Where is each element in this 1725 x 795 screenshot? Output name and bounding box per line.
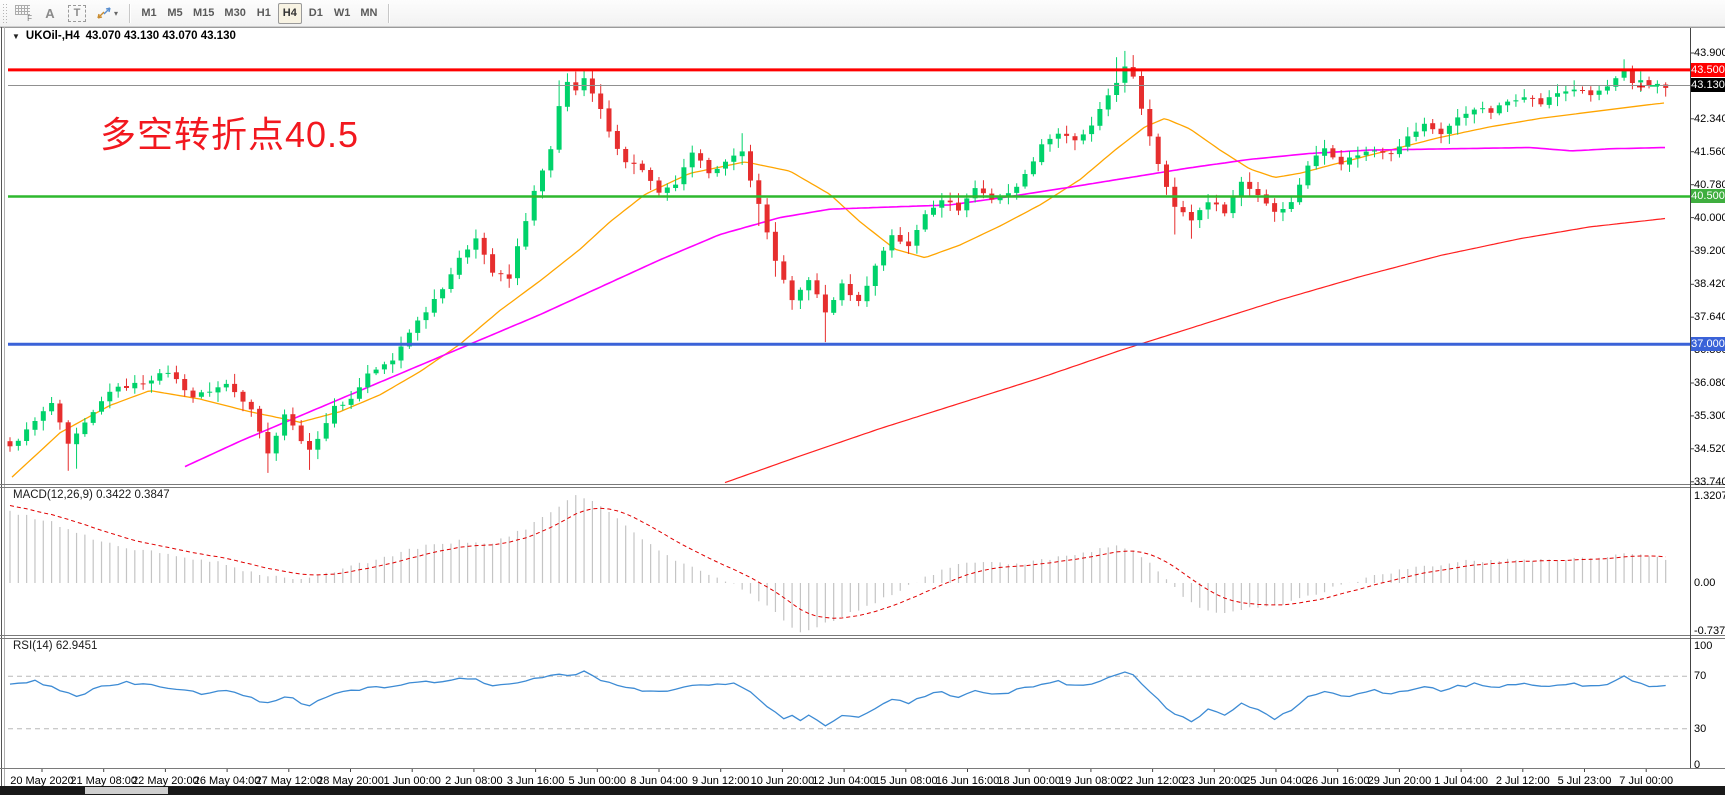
date-tick-label: 1 Jun 00:00 (383, 775, 441, 787)
toolbar-separator (129, 3, 131, 23)
arrows-tool-button[interactable]: ▾ (92, 3, 122, 24)
chart-header: ▼ UKOil-,H4 43.070 43.130 43.070 43.130 (12, 30, 236, 42)
rsi-label: RSI(14) 62.9451 (13, 640, 98, 652)
date-tick-label: 25 Jun 04:00 (1244, 775, 1308, 787)
toolbar: F A T ▾ M1 M5 M15 M30 H1 H4 D1 W1 MN (0, 0, 1725, 27)
date-tick-label: 19 Jun 08:00 (1059, 775, 1123, 787)
timeframe-button-m15[interactable]: M15 (193, 7, 215, 19)
price-marker-40.500: 40.500 (1691, 189, 1725, 203)
price-marker-43.500: 43.500 (1691, 63, 1725, 77)
date-tick-label: 5 Jul 23:00 (1557, 775, 1612, 787)
price-tick-label: 40.780 (1694, 179, 1725, 191)
ohlc-readout: 43.070 43.130 43.070 43.130 (85, 30, 236, 42)
price-tick-label: 36.080 (1694, 377, 1725, 389)
price-tick-label: 33.740 (1694, 476, 1725, 488)
price-tick-label: 34.520 (1694, 443, 1725, 455)
timeframe-button-m5[interactable]: M5 (167, 7, 183, 19)
date-tick-label: 15 Jun 08:00 (873, 775, 938, 787)
timeframe-group: M1 M5 M15 M30 H1 H4 D1 W1 MN (136, 2, 382, 24)
dropdown-caret-icon[interactable]: ▾ (114, 8, 119, 18)
price-marker-43.130: 43.130 (1691, 78, 1725, 92)
date-tick-label: 1 Jul 04:00 (1434, 775, 1489, 787)
toolbar-grip[interactable] (1, 3, 10, 23)
date-tick-label: 8 Jun 04:00 (630, 775, 688, 787)
price-tick-label: 37.640 (1694, 311, 1725, 323)
date-tick-label: 18 Jun 00:00 (997, 775, 1061, 787)
timeframe-button-h4[interactable]: H4 (277, 2, 302, 24)
date-tick-label: 27 May 12:00 (255, 775, 323, 787)
price-marker-37.000: 37.000 (1691, 337, 1725, 351)
scrollbar-thumb[interactable] (85, 787, 168, 794)
macd-tick-label: 1.3207 (1694, 490, 1725, 502)
text-box-button[interactable]: T (64, 3, 90, 24)
letter-a-icon: A (45, 5, 55, 21)
rsi-tick-label: 100 (1694, 640, 1713, 652)
timeframe-button-m1[interactable]: M1 (141, 7, 157, 19)
date-tick-label: 3 Jun 16:00 (506, 775, 565, 787)
timeframe-button-mn[interactable]: MN (360, 7, 378, 19)
dotted-grid-icon: F (15, 5, 32, 23)
date-tick-label: 16 Jun 16:00 (935, 775, 1000, 787)
date-tick-label: 2 Jun 08:00 (445, 775, 503, 787)
date-tick-label: 12 Jun 04:00 (812, 775, 876, 787)
date-tick-label: 22 Jun 12:00 (1120, 775, 1185, 787)
timeframe-button-h1[interactable]: H1 (256, 7, 271, 19)
date-tick-label: 29 Jun 20:00 (1367, 775, 1432, 787)
bottom-scrollbar[interactable] (0, 786, 1725, 795)
price-tick-label: 42.340 (1694, 113, 1725, 125)
rsi-tick-label: 30 (1694, 723, 1707, 735)
date-tick-label: 9 Jun 12:00 (691, 775, 750, 787)
date-tick-label: 2 Jul 12:00 (1495, 775, 1550, 787)
price-tick-label: 35.300 (1694, 410, 1725, 422)
chart-canvas[interactable] (0, 27, 1725, 795)
chart-window: ▼ UKOil-,H4 43.070 43.130 43.070 43.130 … (0, 27, 1725, 795)
timeframe-button-m30[interactable]: M30 (224, 7, 246, 19)
macd-label: MACD(12,26,9) 0.3422 0.3847 (13, 489, 170, 501)
date-tick-label: 5 Jun 00:00 (568, 775, 627, 787)
rsi-tick-label: 0 (1694, 759, 1701, 771)
timeframe-button-d1[interactable]: D1 (308, 7, 323, 19)
templates-icon[interactable]: F (11, 3, 36, 24)
date-tick-label: 26 May 04:00 (193, 775, 261, 787)
date-tick-label: 10 Jun 20:00 (750, 775, 815, 787)
rsi-tick-label: 70 (1694, 670, 1707, 682)
date-tick-label: 7 Jul 00:00 (1619, 775, 1674, 787)
price-tick-label: 41.560 (1694, 146, 1725, 158)
macd-tick-label: -0.7372 (1694, 625, 1725, 637)
date-tick-label: 28 May 20:00 (317, 775, 384, 787)
timeframe-button-w1[interactable]: W1 (333, 7, 351, 19)
date-tick-label: 23 Jun 20:00 (1182, 775, 1247, 787)
toolbar-separator (388, 3, 390, 23)
chevron-down-icon[interactable]: ▼ (12, 31, 20, 41)
annotation-text: 多空转折点40.5 (100, 114, 360, 155)
symbol-title: UKOil-,H4 (25, 30, 80, 42)
text-label-button[interactable]: A (38, 3, 62, 24)
price-tick-label: 40.000 (1694, 212, 1725, 224)
price-tick-label: 38.420 (1694, 278, 1725, 290)
date-tick-label: 21 May 08:00 (70, 775, 138, 787)
price-tick-label: 43.900 (1694, 47, 1725, 59)
date-tick-label: 22 May 20:00 (132, 775, 199, 787)
letter-t-icon: T (68, 4, 86, 22)
date-tick-label: 26 Jun 16:00 (1305, 775, 1370, 787)
diagonal-arrows-icon (97, 7, 111, 19)
price-tick-label: 39.200 (1694, 245, 1725, 257)
macd-tick-label: 0.00 (1694, 577, 1716, 589)
date-axis[interactable]: 20 May 2020 21 May 08:00 22 May 20:00 26 Ma… (0, 771, 1725, 788)
date-tick-label: 20 May 2020 (10, 775, 74, 787)
